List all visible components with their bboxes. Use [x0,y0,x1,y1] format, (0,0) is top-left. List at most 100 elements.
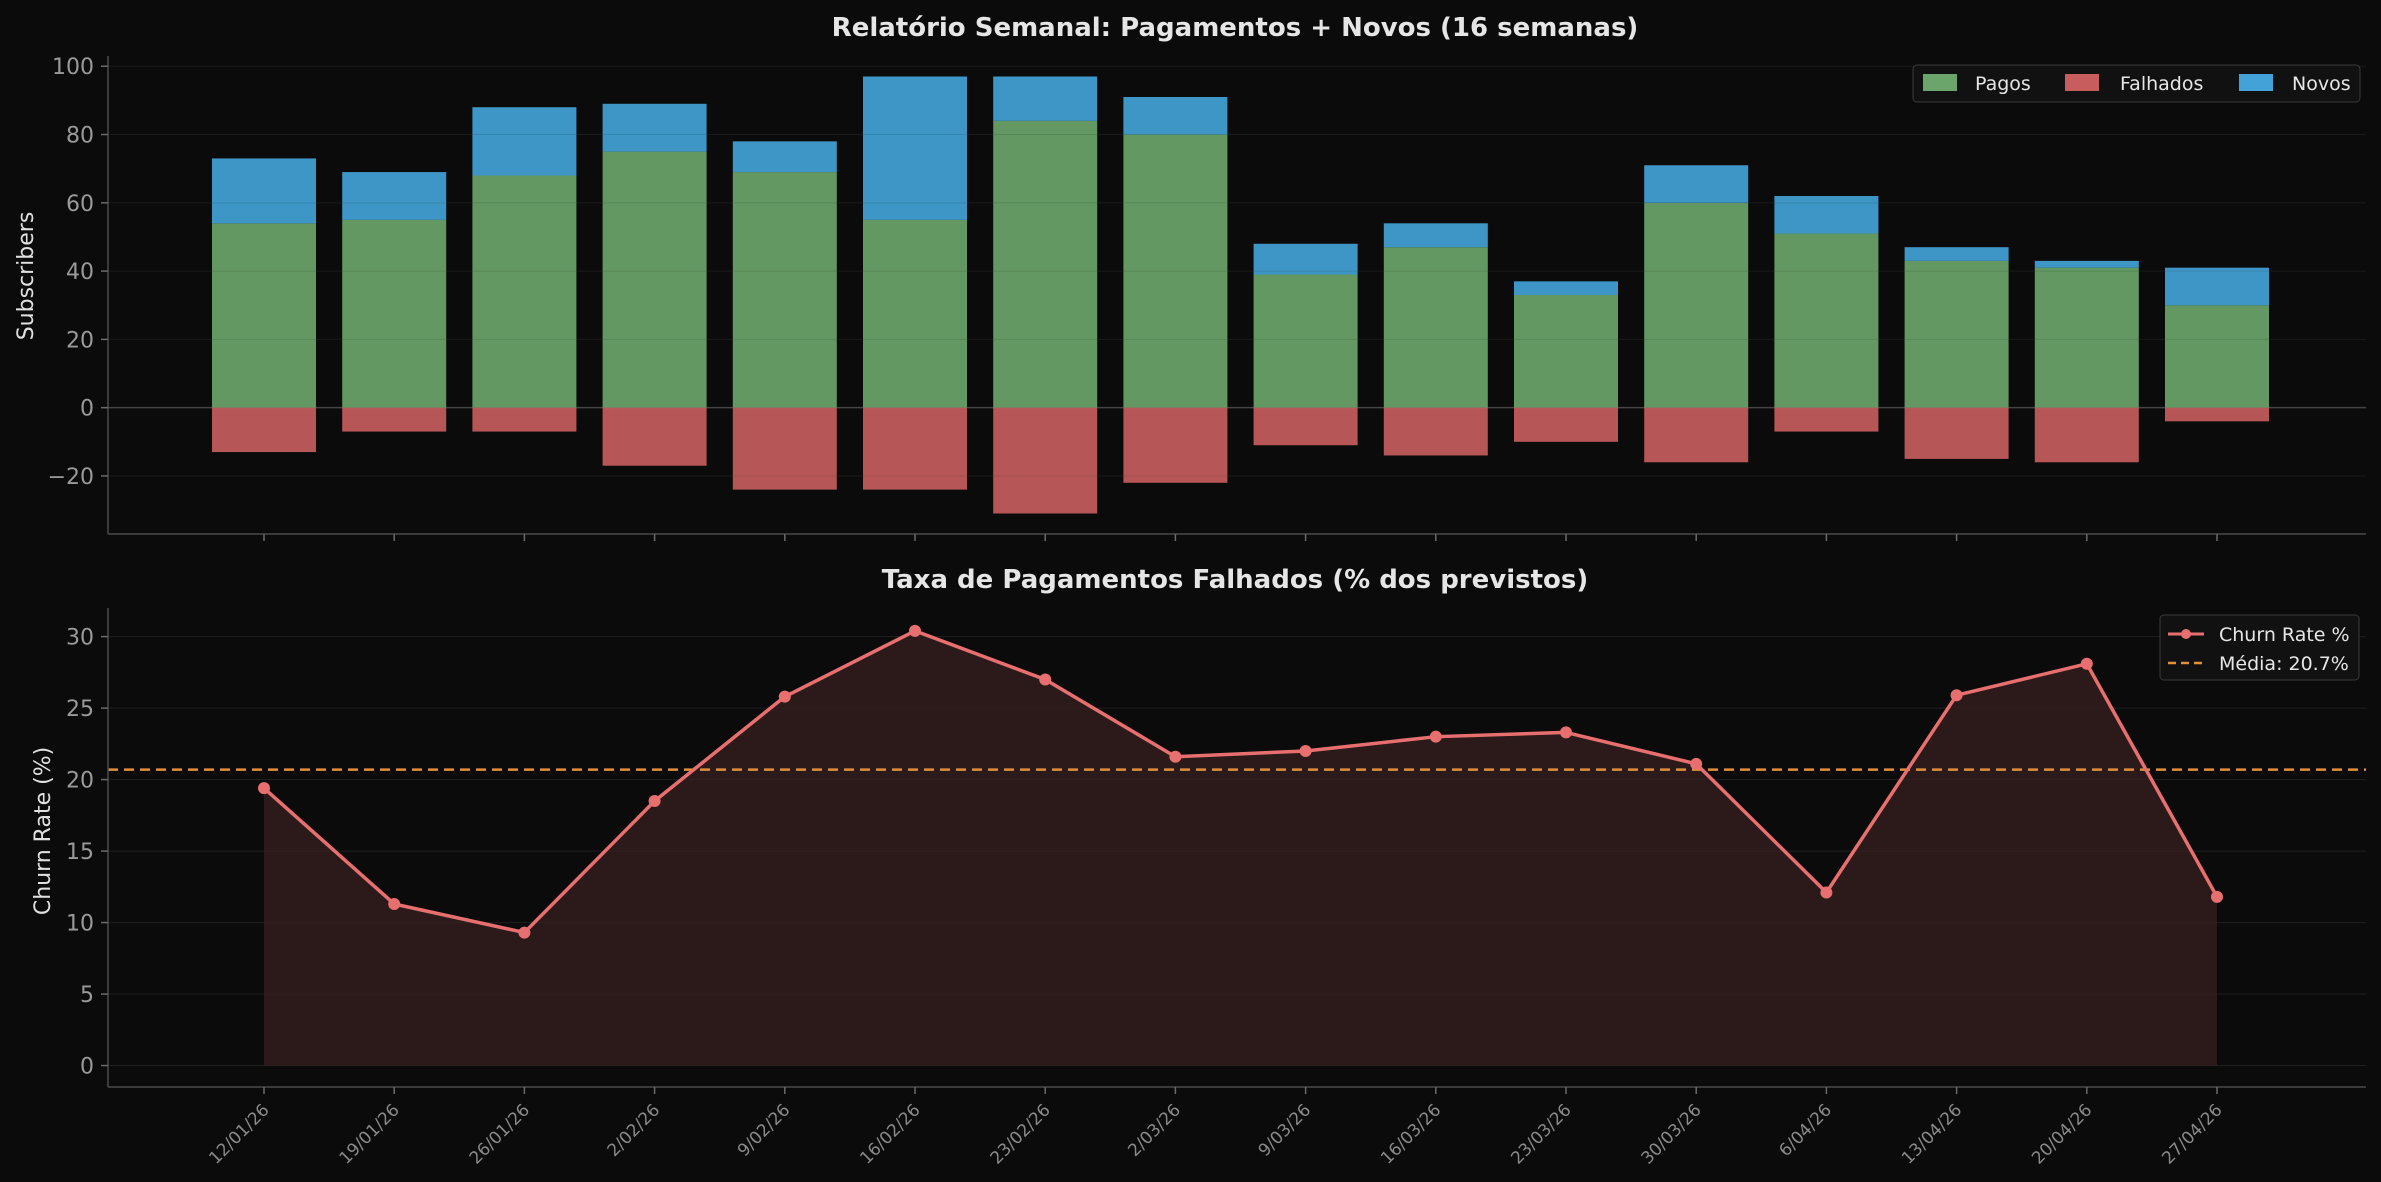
churn-rate-point [1950,689,1963,702]
bottom-x-tick-label: 9/02/26 [734,1100,794,1160]
churn-rate-point [778,690,791,703]
top-axes [107,56,2366,541]
bottom-x-tick-label: 20/04/26 [2028,1100,2096,1168]
top-yticks: 100 80 60 40 20 0 −20 [48,55,108,490]
bar-pagos [1774,233,1879,408]
bar-falhados [2165,407,2269,422]
bar-pagos [1904,260,2009,408]
bar-pagos [1644,202,1749,408]
churn-rate-point [909,624,921,637]
bar-pagos [602,151,707,408]
bar-novos [472,107,577,176]
bar-pagos [2165,305,2269,408]
bar-falhados [342,407,447,432]
legend-swatch-novos [2239,74,2273,91]
bar-falhados [1253,407,1358,446]
bar-pagos [993,120,1098,408]
churn-rate-point [1299,744,1312,757]
bottom-x-tick-label: 2/02/26 [604,1100,664,1160]
bar-pagos [2034,267,2139,408]
bar-falhados [2034,407,2139,463]
bar-pagos [212,223,316,408]
legend-label-pagos: Pagos [1975,73,2031,95]
bar-falhados [1774,407,1879,432]
bottom-x-tick-label: 13/04/26 [1898,1100,1966,1168]
top-legend: Pagos Falhados Novos [1912,64,2361,103]
legend-marker-churn [2181,629,2191,639]
top-y-tick-label: −20 [48,465,94,490]
bottom-y-tick-label: 20 [66,769,94,794]
bar-novos [993,76,1098,121]
bottom-x-tick-label: 30/03/26 [1638,1100,1706,1168]
churn-rate-point [388,897,401,910]
top-y-tick-label: 60 [66,192,94,217]
bar-falhados [1904,407,2009,459]
legend-label-media: Média: 20.7% [2219,653,2349,675]
bar-falhados [1514,407,1618,442]
legend-swatch-falhados [2065,74,2099,91]
bottom-x-tick-label: 23/02/26 [987,1100,1055,1168]
bar-falhados [602,407,707,466]
bottom-y-tick-label: 5 [80,983,94,1008]
top-chart-ylabel: Subscribers [14,212,39,341]
churn-rate-point [1429,730,1442,743]
legend-label-churn: Churn Rate % [2219,624,2350,646]
bar-pagos [342,219,447,408]
top-chart: Relatório Semanal: Pagamentos + Novos (1… [14,13,2366,541]
bottom-chart-ylabel: Churn Rate (%) [31,747,56,915]
bottom-x-tick-label: 6/04/26 [1775,1100,1835,1160]
bar-pagos [1514,295,1618,408]
bar-pagos [1123,134,1228,408]
bottom-axes [107,608,2366,1088]
bar-novos [212,158,316,224]
bottom-chart: Taxa de Pagamentos Falhados (% dos previ… [31,565,2366,1169]
bottom-y-tick-label: 0 [80,1055,94,1080]
bar-pagos [1253,274,1358,408]
bar-novos [1253,243,1358,275]
top-bars [108,65,2366,514]
bottom-x-tick-label: 26/01/26 [466,1100,534,1168]
churn-rate-point [1169,750,1182,763]
churn-rate-point [1690,757,1703,770]
bar-falhados [212,407,316,453]
bottom-x-tick-label: 9/03/26 [1255,1100,1315,1160]
legend-swatch-pagos [1923,74,1957,91]
bottom-y-tick-label: 15 [66,840,94,865]
bottom-y-tick-label: 30 [66,626,94,651]
bottom-x-tick-label: 2/03/26 [1124,1100,1184,1160]
bottom-x-tick-label: 23/03/26 [1507,1100,1575,1168]
bar-falhados [472,407,577,432]
churn-rate-point [1820,886,1833,899]
bottom-chart-title: Taxa de Pagamentos Falhados (% dos previ… [882,565,1589,595]
bar-novos [1904,247,2009,261]
top-y-tick-label: 100 [52,55,94,80]
bottom-area [264,630,2217,1066]
top-y-tick-label: 40 [66,260,94,285]
bar-novos [1774,195,1879,234]
bar-novos [602,103,707,152]
bar-pagos [732,172,837,408]
bar-novos [1514,281,1618,295]
top-chart-title: Relatório Semanal: Pagamentos + Novos (1… [832,13,1639,43]
bar-novos [732,141,837,173]
top-y-tick-label: 20 [66,328,94,353]
bar-novos [342,172,447,220]
bar-falhados [863,407,967,490]
churn-rate-point [518,926,531,939]
bottom-x-tick-label: 16/03/26 [1377,1100,1445,1168]
churn-rate-point [1560,726,1572,739]
bottom-legend-box [2159,614,2360,681]
bar-pagos [863,219,967,408]
bottom-legend: Churn Rate % Média: 20.7% [2159,614,2360,681]
bottom-y-tick-label: 10 [66,912,94,937]
bottom-x-tick-label: 12/01/26 [205,1100,273,1168]
bar-falhados [1644,407,1749,463]
top-y-tick-label: 0 [80,397,94,422]
legend-label-novos: Novos [2292,73,2351,95]
churn-rate-point [2080,657,2093,670]
bottom-x-tick-label: 19/01/26 [336,1100,404,1168]
churn-area-fill [264,630,2217,1066]
churn-rate-point [1039,673,1052,686]
bar-falhados [732,407,837,490]
